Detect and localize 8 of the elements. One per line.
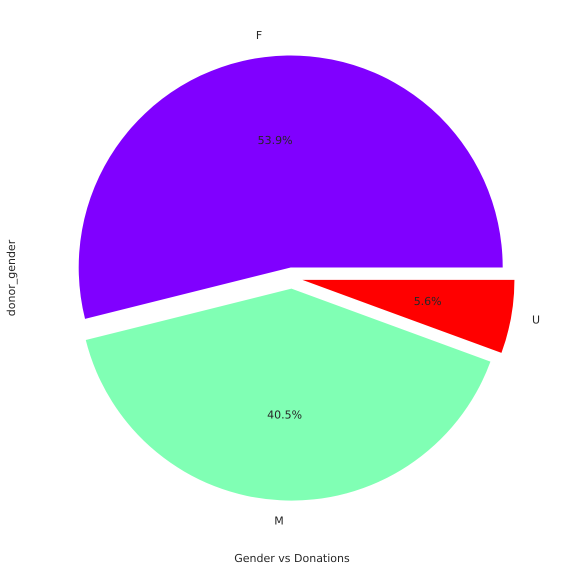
data-label: 40.5% bbox=[267, 408, 302, 422]
slice-label: M bbox=[274, 514, 284, 528]
slice-label: U bbox=[532, 314, 540, 327]
slice-label: F bbox=[256, 29, 262, 42]
data-label: 5.6% bbox=[414, 295, 442, 308]
text: donor_gender bbox=[5, 239, 18, 316]
text: Gender vs Donations bbox=[234, 552, 350, 566]
data-label: 53.9% bbox=[258, 134, 293, 148]
